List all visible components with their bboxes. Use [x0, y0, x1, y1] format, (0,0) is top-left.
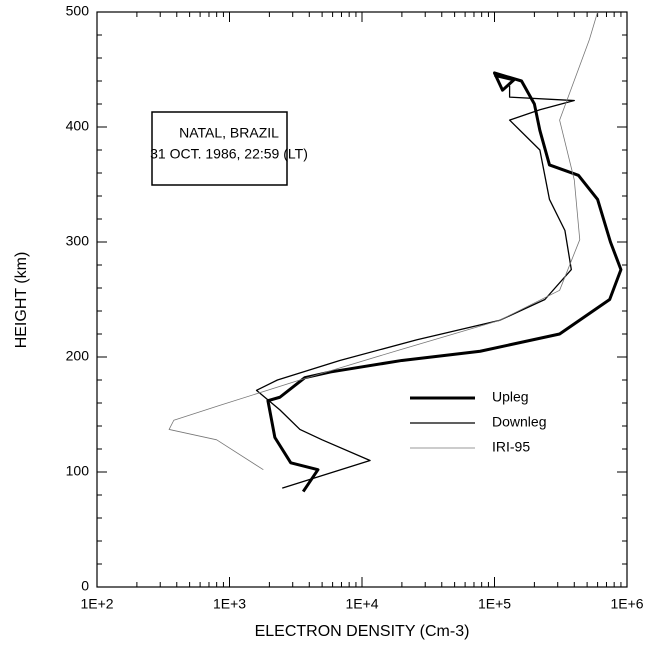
y-tick-label: 100 — [66, 463, 90, 479]
legend-label: Upleg — [492, 389, 529, 405]
y-tick-label: 500 — [66, 3, 90, 19]
x-tick-label: 1E+3 — [213, 596, 246, 612]
y-tick-label: 300 — [66, 233, 90, 249]
series-line — [168, 11, 598, 471]
legend-label: IRI-95 — [492, 439, 530, 455]
plot-frame — [96, 11, 628, 588]
y-tick-label: 200 — [66, 348, 90, 364]
x-tick-label: 1E+5 — [478, 596, 511, 612]
y-tick-label: 400 — [66, 118, 90, 134]
y-axis-title: HEIGHT (km) — [13, 252, 30, 349]
y-tick-label: 0 — [81, 578, 89, 594]
x-tick-label: 1E+4 — [345, 596, 378, 612]
annotation: NATAL, BRAZIL — [179, 125, 279, 141]
x-tick-label: 1E+2 — [80, 596, 113, 612]
series-line — [266, 71, 623, 493]
annotation: 31 OCT. 1986, 22:59 (LT) — [150, 146, 308, 162]
series-line — [255, 85, 575, 489]
x-axis-title: ELECTRON DENSITY (Cm-3) — [255, 623, 470, 640]
x-tick-label: 1E+6 — [610, 596, 643, 612]
legend-label: Downleg — [492, 414, 546, 430]
annotation-box — [151, 111, 288, 186]
